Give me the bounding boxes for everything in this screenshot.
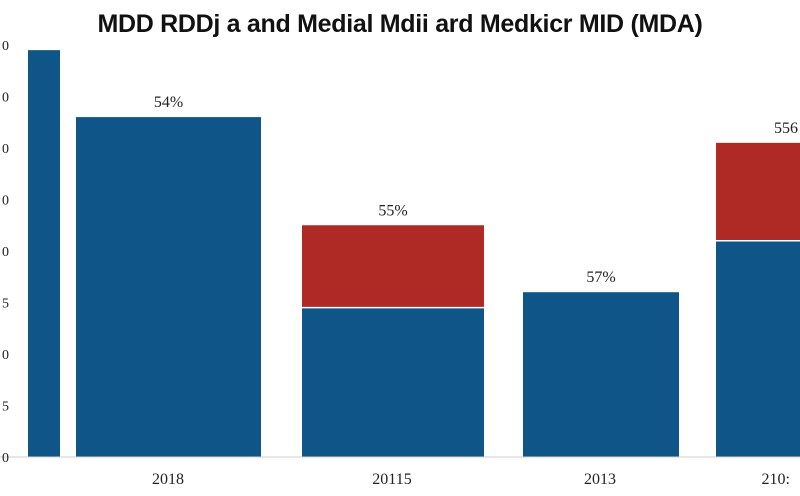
data-label: 54%: [154, 94, 183, 111]
data-label: 57%: [586, 269, 615, 286]
y-tick-label: 0: [2, 39, 9, 54]
bar-blue-1: [76, 117, 261, 457]
x-tick-label: 2013: [584, 471, 616, 488]
y-tick-label: 0: [2, 91, 9, 106]
bar-red-4: [716, 142, 800, 241]
bars-group: [28, 50, 800, 458]
y-tick-label: 0: [2, 245, 9, 260]
y-axis-ticks: 0 5 0 5 0 0 0 0 0: [2, 39, 9, 466]
y-tick-label: 0: [2, 348, 9, 363]
data-labels-group: 54% 55% 57% 556: [154, 94, 798, 286]
bar-blue-3: [523, 292, 679, 457]
y-tick-label: 0: [2, 194, 9, 209]
data-label: 556: [774, 120, 798, 137]
bar-blue-2: [302, 307, 484, 457]
y-tick-label: 0: [2, 142, 9, 157]
x-tick-label: 20115: [372, 471, 411, 488]
x-tick-label: 210:: [762, 471, 790, 488]
bar-red-2: [302, 225, 484, 308]
data-label: 55%: [378, 202, 407, 219]
chart-title: MDD RDDj a and Medial Mdii ard Medkicr M…: [97, 10, 703, 38]
y-tick-label: 5: [2, 400, 9, 415]
x-tick-label: 2018: [152, 471, 184, 488]
y-tick-label: 5: [2, 297, 9, 312]
bar-blue-4: [716, 240, 800, 457]
x-axis-ticks: 2018 20115 2013 210:: [152, 471, 790, 488]
y-tick-label: 0: [2, 451, 9, 466]
bar-blue-0: [28, 50, 60, 458]
